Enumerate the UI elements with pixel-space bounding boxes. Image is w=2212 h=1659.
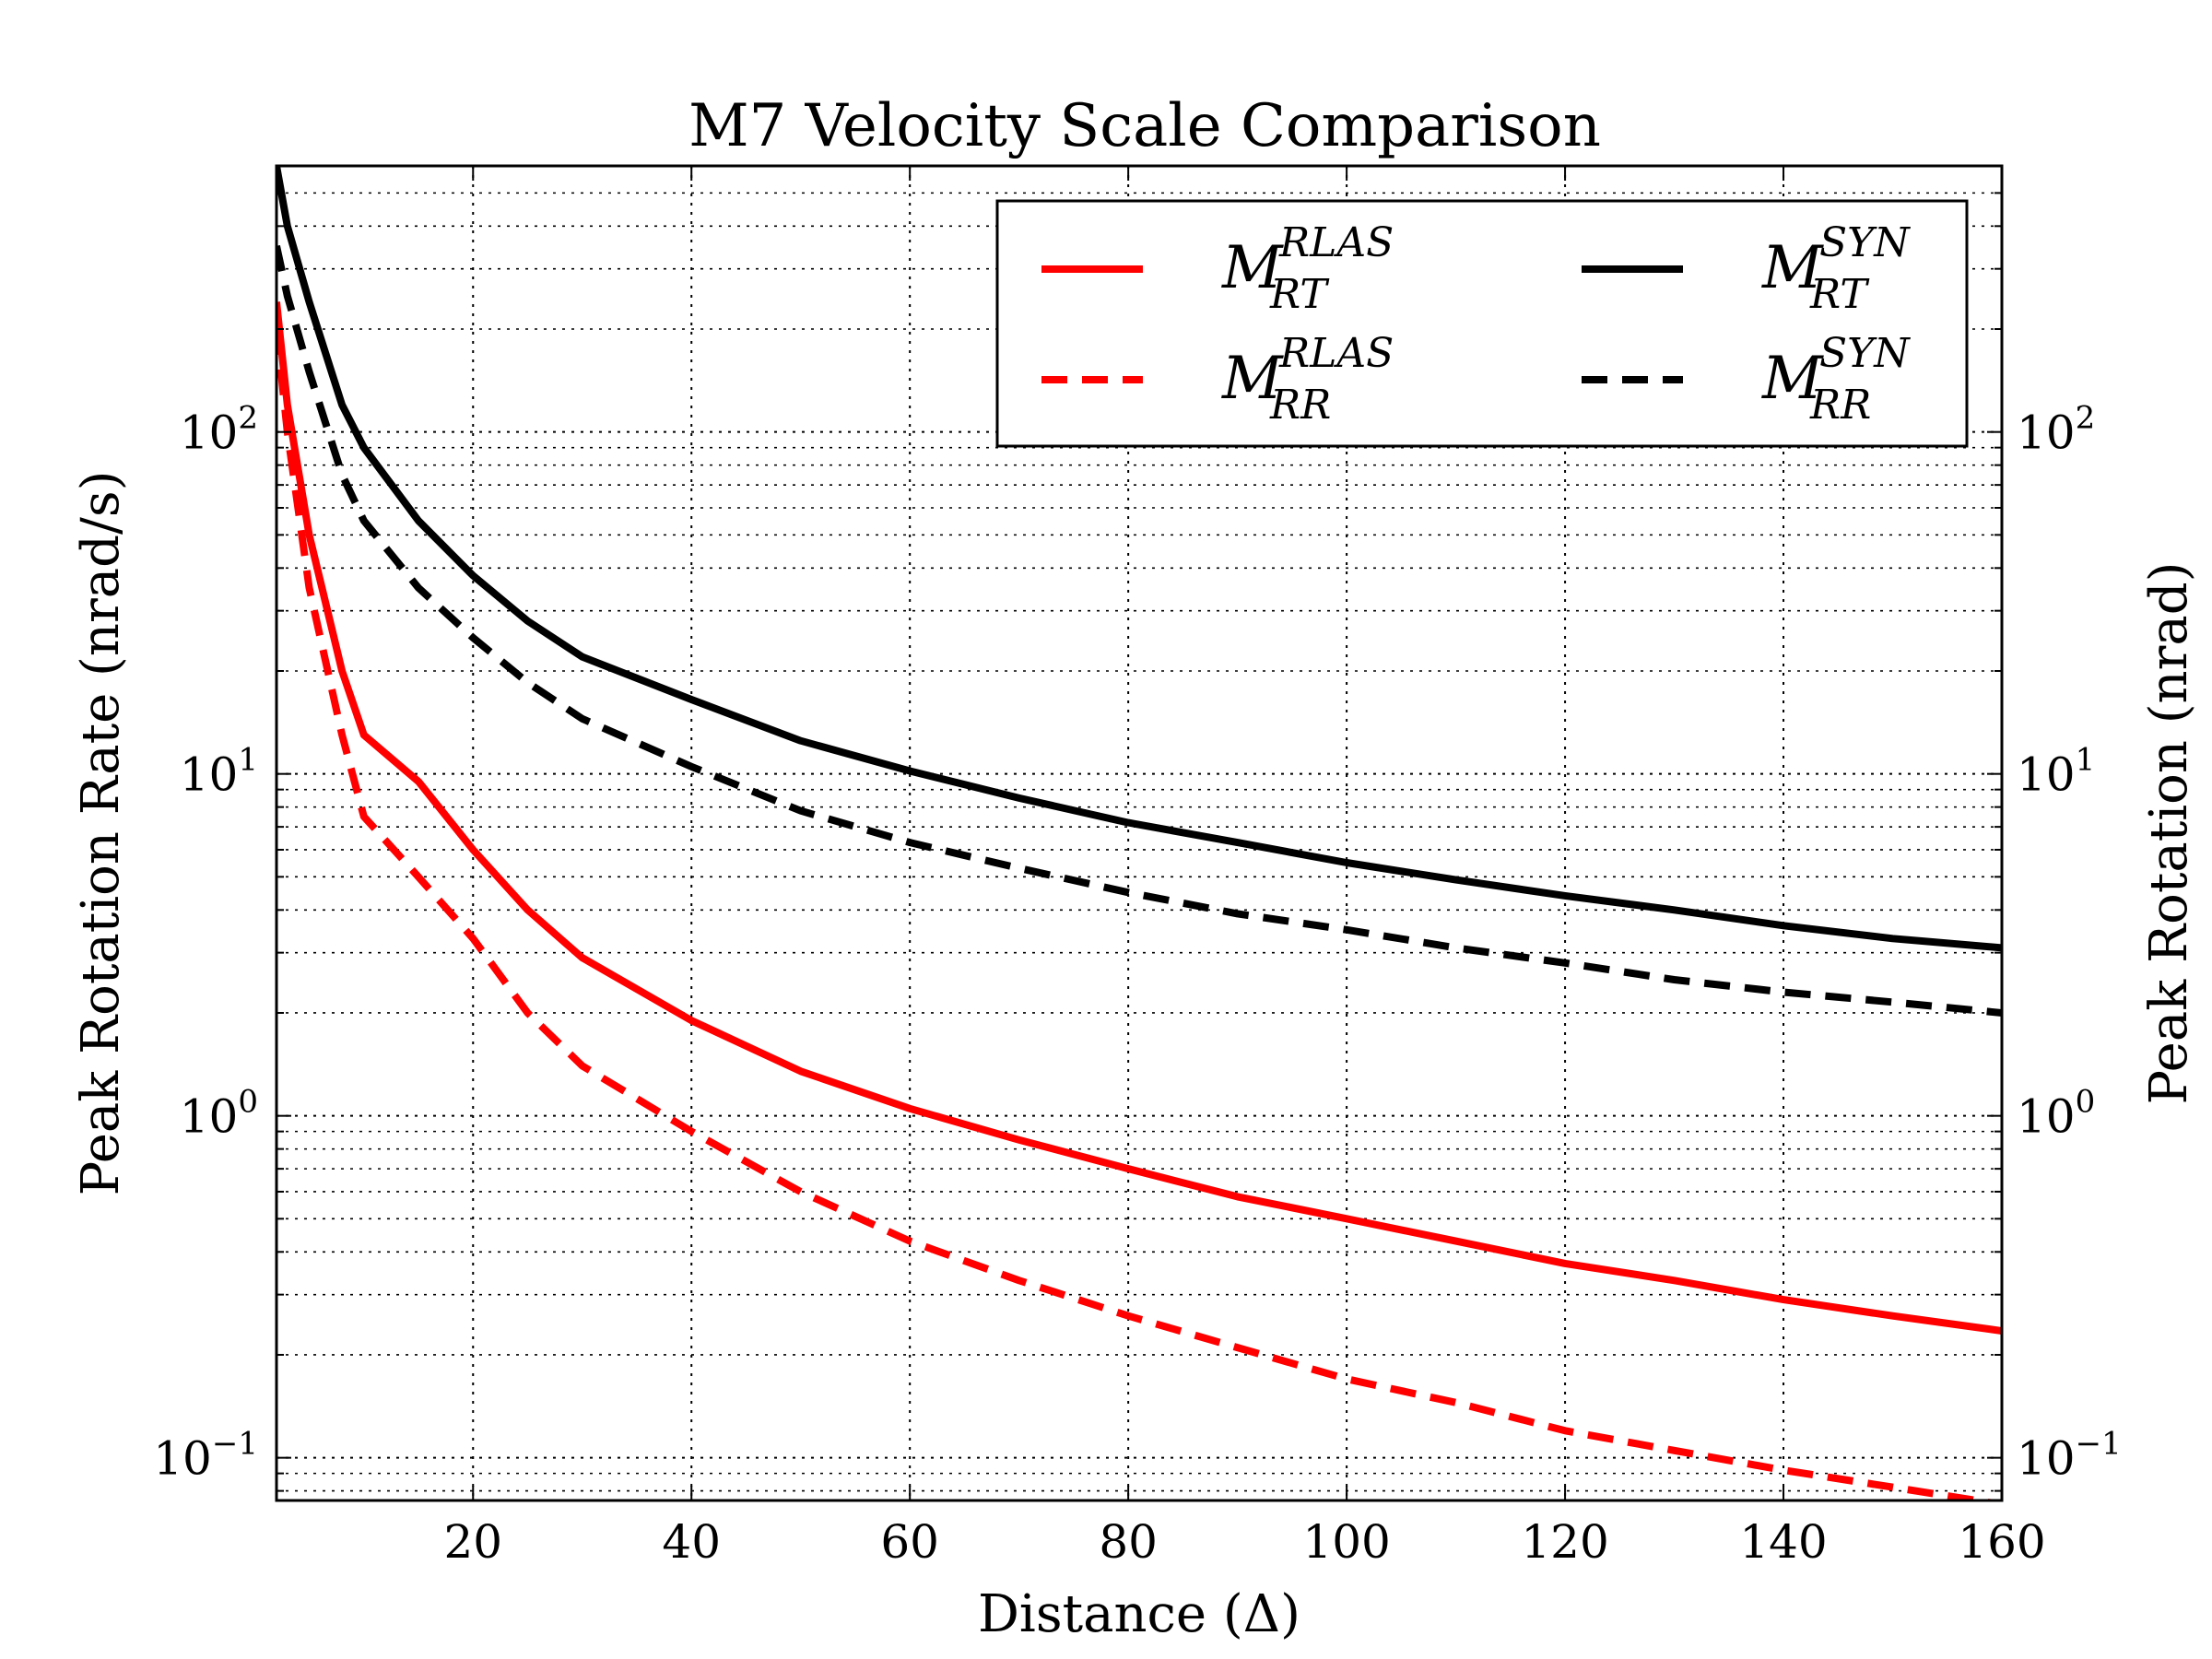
- y-axis-label: Peak Rotation Rate (nrad/s): [71, 471, 131, 1196]
- series-line-2: [276, 166, 2002, 952]
- x-tick-label: 120: [1521, 1515, 1608, 1569]
- x-tick-label: 140: [1739, 1515, 1827, 1569]
- x-tick-label: 160: [1958, 1515, 2045, 1569]
- y-tick-label: 101: [180, 742, 258, 802]
- legend-label-0: M: [1221, 234, 1284, 302]
- legend-label-sub-1: RR: [1269, 382, 1331, 429]
- x-tick-label: 40: [662, 1515, 721, 1569]
- plot-frame: [275, 164, 2004, 1502]
- legend-label-sub-3: RR: [1809, 382, 1871, 429]
- legend-label-sub-0: RT: [1269, 271, 1330, 318]
- legend-label-1: M: [1221, 345, 1284, 413]
- legend-label-sub-2: RT: [1809, 271, 1870, 318]
- chart-title: M7 Velocity Scale Comparison: [688, 92, 1601, 160]
- legend-label-sup-0: RLAS: [1278, 219, 1394, 266]
- legend-label-3: M: [1761, 345, 1824, 413]
- y-tick-label: 10−1: [153, 1426, 258, 1486]
- series-line-0: [276, 301, 2002, 1335]
- y-tick-label-right: 10−1: [2017, 1426, 2122, 1486]
- legend-label-sup-1: RLAS: [1278, 330, 1394, 377]
- y-tick-label: 102: [180, 400, 258, 460]
- legend-label-sup-3: SYN: [1819, 330, 1911, 377]
- series-line-3: [276, 244, 2002, 1017]
- y-tick-label: 100: [180, 1084, 258, 1144]
- x-tick-label: 80: [1099, 1515, 1158, 1569]
- legend-box: [995, 199, 1969, 448]
- y-axis-label-right: Peak Rotation (nrad): [2139, 562, 2199, 1105]
- ticks: [276, 165, 2003, 1500]
- series-layer: [276, 166, 2002, 1500]
- x-tick-label: 20: [443, 1515, 502, 1569]
- y-tick-label-right: 102: [2017, 400, 2095, 460]
- x-axis-label: Distance (Δ): [978, 1584, 1300, 1644]
- legend-label-2: M: [1761, 234, 1824, 302]
- y-tick-label-right: 100: [2017, 1084, 2095, 1144]
- legend-label-sup-2: SYN: [1819, 219, 1911, 266]
- series-line-1: [276, 328, 2000, 1500]
- x-tick-label: 60: [880, 1515, 939, 1569]
- tick-labels: 20 40 60 80 100 120 140 160 10−1 10−1 100 100 101 101…: [153, 400, 2122, 1569]
- y-tick-label-right: 101: [2017, 742, 2095, 802]
- x-tick-label: 100: [1302, 1515, 1390, 1569]
